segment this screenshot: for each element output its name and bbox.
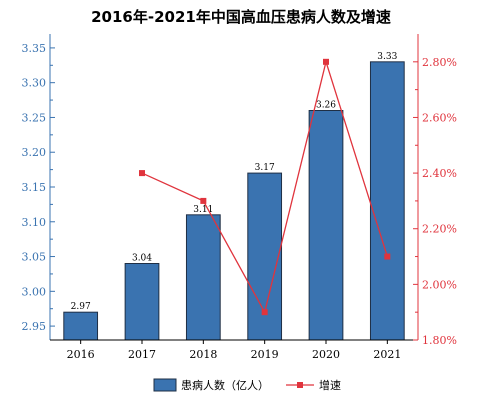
y-right-tick-label-2.00%: 2.00% [422, 278, 457, 291]
x-tick-label-2018: 2018 [189, 348, 217, 361]
x-tick-label-2020: 2020 [312, 348, 340, 361]
bar-2016 [63, 311, 99, 341]
y-left-tick-label-3.05: 3.05 [22, 251, 47, 264]
legend: 患病人数（亿人） 增速 [153, 378, 341, 392]
bars-layer: 2.97 3.04 3.11 3.17 3.26 3.33 [63, 52, 405, 341]
data-label-2016: 2.97 [71, 302, 91, 312]
y-left-tick-label-3.35: 3.35 [22, 42, 47, 55]
line-layer [139, 58, 391, 316]
y-right-tick-label-2.60%: 2.60% [422, 111, 457, 124]
y-left-tick-label-3.10: 3.10 [22, 216, 47, 229]
bar-2018 [185, 214, 221, 341]
growth-point-2020 [323, 58, 329, 65]
x-tick-label-2017: 2017 [128, 348, 156, 361]
y-left-tick-label-3.15: 3.15 [22, 181, 47, 194]
axes-layer: 2.95 3.00 3.05 3.10 3.15 3.20 3.25 3.30 3.35 1.80… [22, 34, 457, 361]
y-right-tick-label-2.20%: 2.20% [422, 223, 457, 236]
y-left-tick-label-3.30: 3.30 [22, 77, 47, 90]
legend-swatch-bar [153, 378, 177, 392]
bar-2021 [369, 61, 405, 341]
data-label-2017: 3.04 [132, 254, 152, 264]
data-label-2021: 3.33 [377, 52, 397, 62]
x-tick-label-2021: 2021 [373, 348, 401, 361]
growth-point-2021 [384, 253, 391, 260]
data-label-2020: 3.26 [316, 101, 336, 111]
y-left-tick-label-3.00: 3.00 [22, 285, 47, 298]
y-left-tick-label-3.25: 3.25 [22, 111, 47, 124]
y-left-tick-label-3.20: 3.20 [22, 146, 47, 159]
legend-swatch-marker [297, 382, 303, 388]
legend-label-line: 增速 [319, 378, 341, 392]
legend-label-bar: 患病人数（亿人） [181, 378, 269, 392]
y-right-tick-label-2.80%: 2.80% [422, 56, 457, 69]
growth-point-2018 [200, 197, 207, 204]
x-tick-label-2019: 2019 [251, 348, 279, 361]
bar-2020 [308, 110, 344, 341]
data-label-2019: 3.17 [255, 163, 275, 173]
data-label-2018: 3.11 [193, 205, 213, 215]
y-left-tick-label-2.95: 2.95 [22, 320, 47, 333]
x-tick-label-2016: 2016 [67, 348, 95, 361]
growth-point-2019 [261, 309, 268, 316]
growth-point-2017 [139, 170, 145, 177]
y-right-tick-label-1.80%: 1.80% [422, 334, 457, 347]
chart-title: 2016年-2021年中国高血压患病人数及增速 [91, 8, 391, 26]
y-right-tick-label-2.40%: 2.40% [422, 167, 457, 180]
bar-2017 [124, 263, 160, 341]
